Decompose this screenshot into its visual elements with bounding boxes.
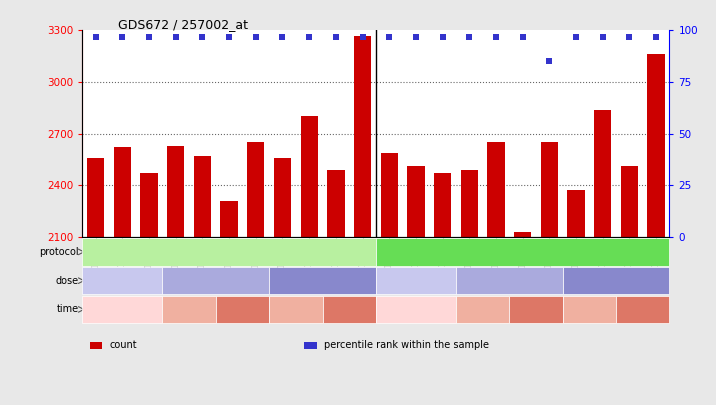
Bar	[87, 158, 105, 405]
Bar	[167, 146, 185, 405]
Bar	[594, 110, 611, 405]
Bar	[514, 232, 531, 405]
Text: dose: dose	[56, 276, 79, 286]
Bar	[274, 158, 291, 405]
Bar	[621, 166, 638, 405]
Bar	[301, 117, 318, 405]
Bar	[247, 142, 264, 405]
Bar	[434, 173, 451, 405]
Text: 0 h: 0 h	[407, 305, 424, 314]
Text: 1.0 uM IAA: 1.0 uM IAA	[296, 276, 349, 286]
Text: 0.1 uM IAA: 0.1 uM IAA	[190, 276, 242, 286]
Point	[410, 33, 422, 40]
Text: time: time	[57, 305, 79, 314]
Text: percentile rank within the sample: percentile rank within the sample	[324, 341, 489, 350]
Text: 3 h: 3 h	[234, 305, 251, 314]
Bar	[541, 142, 558, 405]
Point	[277, 33, 289, 40]
Text: 3 h: 3 h	[341, 305, 357, 314]
Text: hybridization 2: hybridization 2	[483, 247, 562, 257]
Text: protocol: protocol	[39, 247, 79, 257]
Point	[170, 33, 181, 40]
Point	[117, 33, 128, 40]
Point	[463, 33, 475, 40]
Bar	[114, 147, 131, 405]
Bar	[381, 153, 398, 405]
Bar	[221, 201, 238, 405]
Bar	[327, 170, 344, 405]
Point	[517, 33, 528, 40]
Bar	[647, 55, 664, 405]
Point	[624, 33, 635, 40]
Point	[490, 33, 502, 40]
Text: 1 h: 1 h	[288, 305, 304, 314]
Point	[197, 33, 208, 40]
Point	[223, 33, 235, 40]
Bar	[460, 170, 478, 405]
Text: 3 h: 3 h	[634, 305, 651, 314]
Text: count: count	[110, 341, 137, 350]
Text: GDS672 / 257002_at: GDS672 / 257002_at	[118, 18, 248, 31]
Bar	[567, 190, 585, 405]
Text: hybridization 1: hybridization 1	[190, 247, 268, 257]
Text: 1 h: 1 h	[475, 305, 491, 314]
Point	[143, 33, 155, 40]
Point	[650, 33, 662, 40]
Text: untreated: untreated	[392, 276, 440, 286]
Text: untreated: untreated	[98, 276, 147, 286]
Text: 0 h: 0 h	[114, 305, 130, 314]
Point	[304, 33, 315, 40]
Bar	[194, 156, 211, 405]
Bar	[488, 142, 505, 405]
Point	[543, 58, 555, 65]
Point	[330, 33, 342, 40]
Point	[250, 33, 261, 40]
Point	[571, 33, 582, 40]
Text: 1 h: 1 h	[581, 305, 598, 314]
Bar	[407, 166, 425, 405]
Point	[437, 33, 448, 40]
Text: 3 h: 3 h	[528, 305, 544, 314]
Point	[357, 33, 368, 40]
Text: 0.1 uM IAA: 0.1 uM IAA	[483, 276, 536, 286]
Point	[597, 33, 609, 40]
Point	[384, 33, 395, 40]
Bar	[140, 173, 158, 405]
Bar	[354, 36, 371, 405]
Text: 1.0 uM IAA: 1.0 uM IAA	[590, 276, 642, 286]
Point	[90, 33, 102, 40]
Text: 1 h: 1 h	[181, 305, 198, 314]
